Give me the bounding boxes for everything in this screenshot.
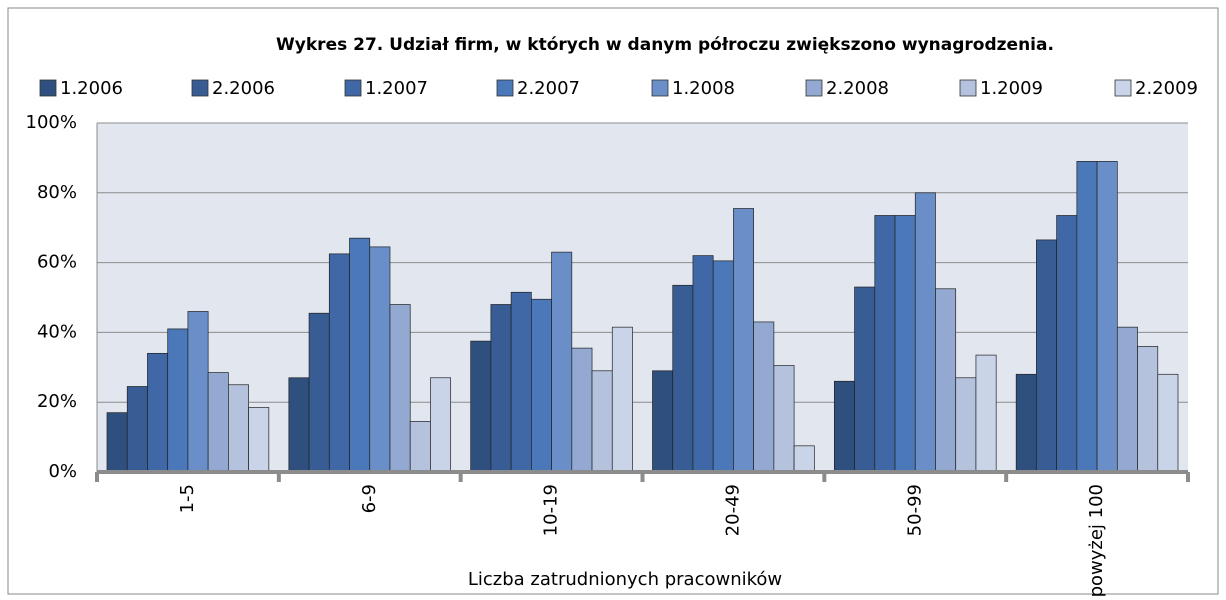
bar bbox=[955, 377, 977, 473]
bar bbox=[935, 288, 957, 473]
bar bbox=[228, 384, 249, 473]
bar bbox=[288, 377, 310, 473]
bar bbox=[248, 407, 270, 473]
bar bbox=[1015, 373, 1037, 473]
bar bbox=[531, 298, 552, 473]
bar bbox=[106, 412, 128, 473]
bar bbox=[490, 304, 512, 473]
legend-swatch bbox=[805, 79, 823, 97]
legend-label: 2.2007 bbox=[517, 78, 580, 99]
bar bbox=[349, 237, 371, 473]
bar bbox=[914, 192, 936, 473]
bar bbox=[187, 311, 209, 473]
bar bbox=[712, 260, 734, 473]
bar bbox=[833, 380, 855, 473]
legend-label: 2.2006 bbox=[212, 78, 275, 99]
chart-title: Wykres 27. Udział firm, w których w dany… bbox=[276, 35, 1054, 55]
y-tick-label: 40% bbox=[37, 321, 77, 342]
bar bbox=[591, 370, 613, 473]
bar bbox=[793, 445, 815, 473]
y-tick-label: 80% bbox=[37, 182, 77, 203]
bar bbox=[126, 386, 148, 473]
legend-swatch bbox=[1114, 79, 1132, 97]
x-axis-label: Liczba zatrudnionych pracowników bbox=[468, 569, 782, 590]
bar bbox=[894, 215, 916, 473]
bar bbox=[369, 246, 391, 473]
bar bbox=[510, 291, 532, 473]
bar bbox=[854, 286, 876, 473]
legend-label: 1.2008 bbox=[672, 78, 735, 99]
bar bbox=[652, 370, 674, 473]
y-tick-label: 100% bbox=[26, 112, 77, 133]
legend-swatch bbox=[496, 79, 514, 97]
bar bbox=[611, 326, 633, 473]
legend-swatch bbox=[959, 79, 977, 97]
x-tick-label: 10-19 bbox=[541, 484, 562, 536]
x-tick-label: 20-49 bbox=[722, 484, 743, 536]
x-tick-label: 1-5 bbox=[177, 484, 198, 513]
plot-area bbox=[97, 123, 1188, 472]
legend-label: 1.2007 bbox=[365, 78, 428, 99]
y-tick-label: 0% bbox=[48, 461, 77, 482]
bar bbox=[551, 251, 573, 473]
legend-swatch bbox=[191, 79, 209, 97]
bar bbox=[672, 284, 694, 473]
legend-label: 1.2006 bbox=[60, 78, 123, 99]
x-tick-label: 50-99 bbox=[904, 484, 925, 536]
bar bbox=[1076, 161, 1098, 473]
bar bbox=[1096, 161, 1118, 473]
bar bbox=[328, 253, 350, 473]
bar bbox=[147, 352, 169, 473]
bar bbox=[753, 321, 775, 473]
legend-swatch bbox=[39, 79, 57, 97]
bar bbox=[308, 312, 330, 473]
legend-label: 2.2008 bbox=[826, 78, 889, 99]
bar bbox=[874, 215, 896, 473]
bar bbox=[773, 365, 795, 473]
bar bbox=[430, 377, 452, 473]
bar bbox=[470, 340, 492, 473]
bar bbox=[167, 328, 189, 473]
bar bbox=[975, 354, 997, 473]
bar bbox=[692, 255, 714, 473]
legend-label: 1.2009 bbox=[980, 78, 1043, 99]
bar bbox=[1157, 373, 1179, 473]
x-tick-label: 6-9 bbox=[359, 484, 380, 513]
bar bbox=[207, 372, 229, 473]
bar bbox=[389, 304, 411, 473]
bar bbox=[1137, 346, 1159, 473]
bar bbox=[1056, 215, 1078, 473]
legend-swatch bbox=[344, 79, 362, 97]
legend-label: 2.2009 bbox=[1135, 78, 1198, 99]
x-tick-label: powyżej 100 bbox=[1086, 484, 1107, 596]
bar bbox=[1116, 326, 1138, 473]
bar bbox=[1036, 239, 1057, 473]
y-tick-label: 60% bbox=[37, 252, 77, 273]
bar bbox=[733, 208, 754, 473]
bar bbox=[571, 347, 593, 473]
legend-swatch bbox=[651, 79, 669, 97]
y-tick-label: 20% bbox=[37, 391, 77, 412]
bar bbox=[409, 421, 431, 473]
